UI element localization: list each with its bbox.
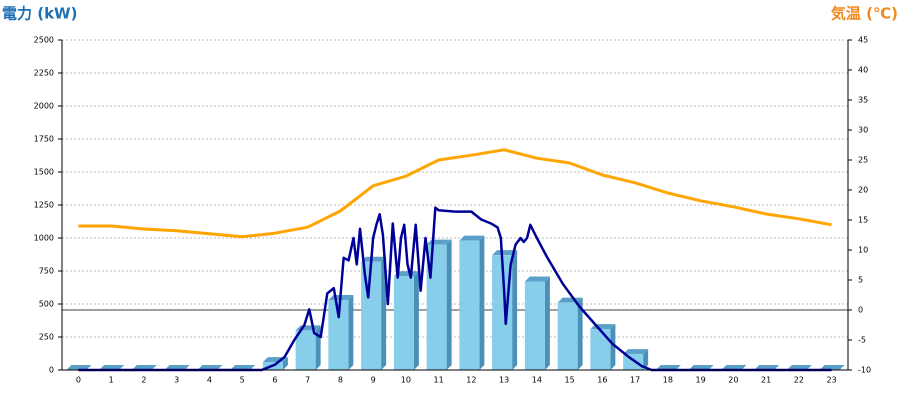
y2-tick-label: 20 (858, 186, 868, 195)
x-tick-label: 16 (597, 376, 607, 385)
x-tick-label: 18 (663, 376, 673, 385)
bar-side (348, 295, 354, 370)
x-tick-label: 21 (761, 376, 771, 385)
y-tick-label: 1000 (34, 234, 54, 243)
y2-tick-label: 40 (858, 66, 868, 75)
x-tick-label: 12 (466, 376, 476, 385)
x-tick-label: 4 (207, 376, 212, 385)
y2-axis-title: 気温 (℃) (831, 5, 898, 23)
y-tick-label: 2500 (34, 36, 54, 45)
x-tick-label: 1 (109, 376, 114, 385)
bar-side (643, 349, 649, 370)
y-tick-label: 1750 (34, 135, 54, 144)
y2-tick-label: -10 (858, 366, 871, 375)
y2-tick-label: 35 (858, 96, 868, 105)
y-tick-label: 2000 (34, 102, 54, 111)
x-tick-label: 8 (338, 376, 343, 385)
bar-top (492, 250, 518, 256)
x-tick-label: 14 (532, 376, 542, 385)
bar-side (577, 297, 583, 370)
bar-side (446, 239, 452, 370)
x-tick-label: 19 (696, 376, 706, 385)
x-tick-label: 9 (371, 376, 376, 385)
bar-side (610, 324, 616, 370)
bar-side (479, 235, 485, 370)
bar (590, 329, 611, 370)
y2-tick-label: 0 (858, 306, 863, 315)
bar-top (393, 271, 419, 277)
y2-tick-label: 30 (858, 126, 868, 135)
x-tick-label: 0 (76, 376, 81, 385)
y2-tick-label: 25 (858, 156, 868, 165)
bar (393, 276, 414, 370)
bar-side (544, 276, 550, 370)
bar-top (361, 256, 387, 262)
x-tick-label: 22 (794, 376, 804, 385)
y-tick-label: 250 (39, 333, 54, 342)
bar-side (282, 357, 288, 370)
x-tick-label: 3 (174, 376, 179, 385)
y2-tick-label: 10 (858, 246, 868, 255)
bar (492, 255, 513, 370)
y2-tick-label: 5 (858, 276, 863, 285)
y2-tick-label: -5 (858, 336, 866, 345)
y-tick-label: 0 (49, 366, 54, 375)
y-tick-label: 1500 (34, 168, 54, 177)
x-tick-label: 11 (434, 376, 444, 385)
bar (557, 302, 578, 370)
x-tick-label: 2 (141, 376, 146, 385)
bar (459, 240, 480, 370)
bar-side (315, 325, 321, 370)
bar-side (512, 250, 518, 370)
y-tick-label: 750 (39, 267, 54, 276)
bar (295, 330, 316, 370)
y-tick-label: 2250 (34, 69, 54, 78)
x-tick-label: 20 (728, 376, 738, 385)
bar-side (413, 271, 419, 370)
y-axis-title: 電力 (kW) (2, 5, 77, 23)
x-tick-label: 17 (630, 376, 640, 385)
x-tick-label: 15 (565, 376, 575, 385)
y2-tick-label: 45 (858, 36, 868, 45)
y-tick-label: 500 (39, 300, 54, 309)
x-tick-label: 6 (272, 376, 277, 385)
power-line (78, 206, 832, 372)
bar-side (381, 256, 387, 370)
bar (524, 281, 545, 370)
bar-top (524, 276, 550, 282)
y-tick-label: 1250 (34, 201, 54, 210)
x-tick-label: 23 (827, 376, 837, 385)
x-tick-label: 10 (401, 376, 411, 385)
bar-top (459, 235, 485, 241)
y2-tick-label: 15 (858, 216, 868, 225)
x-tick-label: 5 (240, 376, 245, 385)
bar-top (623, 349, 649, 355)
x-tick-label: 7 (305, 376, 310, 385)
temperature-line (78, 148, 832, 239)
bar (623, 354, 644, 370)
x-tick-label: 13 (499, 376, 509, 385)
bar (328, 300, 349, 370)
